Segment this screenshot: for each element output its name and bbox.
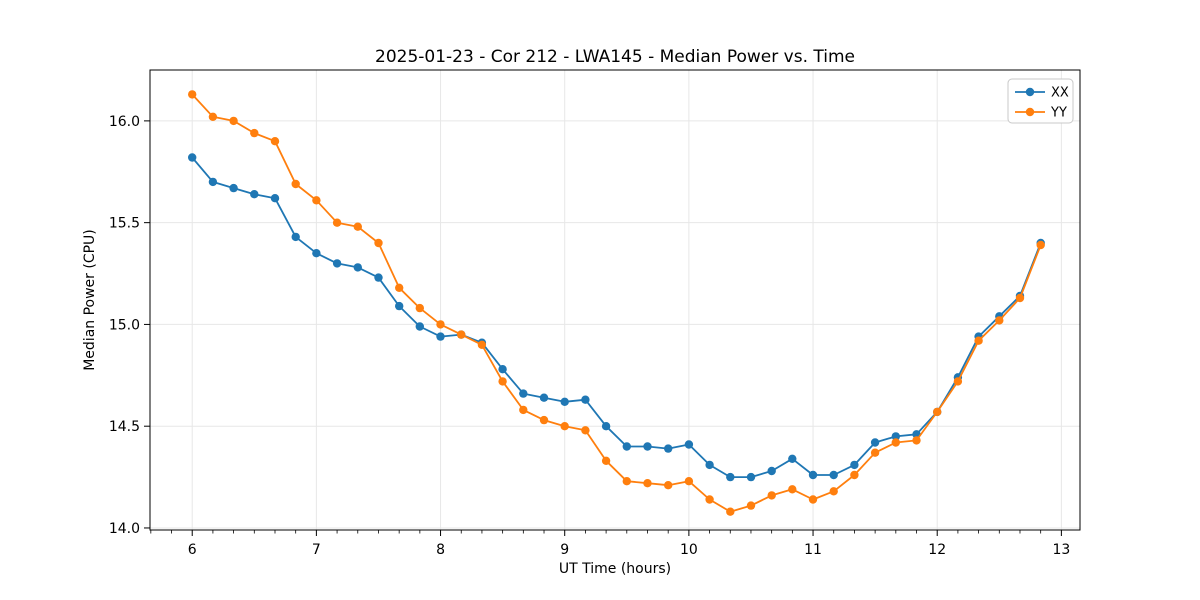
series-XX-point [353,263,362,272]
series-YY-point [870,448,880,457]
series-YY-point [560,422,569,431]
series-YY-point [995,316,1004,325]
legend-label: XX [1051,86,1069,101]
x-tick-label: 11 [804,542,822,558]
series-YY-point [188,90,197,99]
series-YY-point [498,377,507,386]
series-XX-point [664,444,673,453]
series-XX-point [767,466,776,476]
series-YY-point [353,222,362,231]
series-YY-point [332,218,342,227]
series-YY-point [519,405,528,415]
series-XX-point [601,422,611,431]
series-YY-point [726,507,735,516]
x-tick-label: 10 [680,542,698,558]
series-XX-point [270,194,280,203]
series-YY-point [208,112,218,122]
series-XX-point [870,438,880,447]
series-XX-point [726,472,735,482]
series-YY-point [829,487,838,496]
series-XX-point [188,153,197,162]
series-XX-point [498,365,507,374]
series-XX-point [436,332,445,341]
series-YY-point [312,196,321,205]
series-YY-point [395,283,404,292]
series-XX-point [539,393,549,402]
series-XX-point [622,442,631,451]
series-XX-point [850,460,859,470]
series-XX-point [395,301,404,311]
series-XX-point [250,190,259,199]
series-XX-point [374,273,383,282]
series-YY-point [664,481,673,490]
series-YY-point [622,477,631,486]
y-tick-label: 15.5 [109,216,140,232]
x-tick-label: 7 [312,542,321,558]
x-axis-label: UT Time (hours) [558,561,672,577]
series-XX-point [829,470,838,480]
y-tick-label: 15.0 [109,317,140,333]
series-YY-point [746,501,756,510]
x-tick-label: 8 [436,542,445,558]
series-XX-point [332,259,342,268]
series-XX-point [519,389,528,398]
legend-marker [1025,87,1035,97]
series-YY-point [808,495,818,504]
series-XX-point [229,183,238,193]
series-YY-line [191,93,1042,513]
series-XX-point [808,470,818,480]
series-YY-point [581,426,590,435]
x-tick-label: 6 [188,542,197,558]
series-YY-point [270,137,280,146]
series-YY-point [415,303,424,313]
series-YY-point [601,456,611,465]
series-YY-point [436,320,445,329]
series-YY-point [374,238,383,248]
series-YY-point [684,477,694,486]
plot-frame [149,69,1081,531]
series-YY-point [705,495,714,504]
series-YY-point [1036,240,1045,250]
series-YY-point [1015,293,1025,303]
x-tick-label: 12 [928,542,946,558]
chart-title: 2025-01-23 - Cor 212 - LWA145 - Median P… [375,47,855,67]
series-XX-point [560,397,569,406]
series-YY-point [974,336,983,345]
series-XX-point [415,322,424,331]
series-XX-point [581,395,590,404]
series-YY-point [788,485,797,494]
series-YY-point [891,438,900,447]
y-tick-label: 14.5 [109,419,140,435]
y-tick-label: 16.0 [109,114,140,130]
series-XX-point [643,442,652,451]
series-YY-point [912,436,921,445]
series-XX-point [684,440,694,449]
legend-label: YY [1050,106,1067,121]
x-tick-label: 13 [1052,542,1070,558]
series-YY-point [250,128,259,138]
y-tick-label: 14.0 [109,521,140,537]
series-YY-point [767,491,776,500]
series-XX-point [312,249,321,258]
series-XX-point [705,460,714,470]
series-YY-point [477,340,487,349]
series-XX-line [191,156,1042,479]
series-YY-point [850,470,859,480]
legend-marker [1025,107,1035,117]
series-YY-point [229,116,238,126]
series-YY-point [539,415,549,425]
series-YY-point [457,330,466,339]
series-XX-point [208,177,218,187]
series-XX-point [746,472,756,482]
series-XX-point [291,232,300,242]
series-XX-point [788,454,797,463]
series-XX-point [891,432,900,441]
x-tick-label: 9 [560,542,569,558]
series-YY-point [933,407,942,417]
series-YY-point [291,179,300,189]
series-YY-point [953,377,963,386]
series-YY-point [643,479,652,488]
